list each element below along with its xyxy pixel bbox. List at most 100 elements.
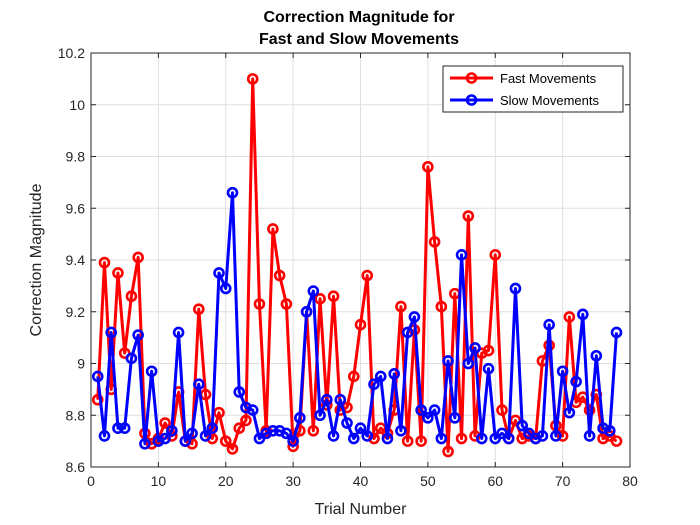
data-point [341, 417, 353, 429]
x-tick-label: 70 [555, 473, 571, 489]
x-tick-label: 0 [87, 473, 95, 489]
data-point [314, 293, 326, 305]
data-point [219, 435, 232, 447]
data-point [226, 443, 239, 455]
data-point [91, 370, 104, 383]
chart-title-line2: Fast and Slow Movements [259, 31, 459, 48]
data-point [415, 404, 427, 416]
data-point [610, 326, 623, 339]
data-point [368, 378, 380, 391]
data-point [300, 305, 313, 318]
data-point [482, 362, 495, 375]
data-point [98, 256, 111, 269]
plot-series [91, 73, 623, 458]
data-point [280, 298, 293, 310]
data-point [213, 406, 225, 419]
data-point [509, 282, 522, 295]
series-slow-movements [91, 186, 623, 450]
data-point [267, 424, 279, 437]
data-point [577, 308, 589, 321]
data-point [139, 437, 151, 450]
data-point [543, 318, 555, 331]
data-point [179, 435, 192, 447]
data-point [462, 210, 475, 222]
legend: Fast Movements Slow Movements [442, 65, 624, 113]
data-point [206, 422, 219, 434]
legend-marker [465, 94, 478, 106]
data-point [334, 393, 347, 406]
y-tick-label: 9.2 [66, 304, 86, 320]
data-point [422, 161, 434, 173]
data-point [428, 236, 441, 248]
data-point [280, 427, 293, 440]
y-tick-label: 9 [77, 356, 85, 372]
x-tick-label: 20 [218, 473, 234, 489]
data-point [583, 430, 596, 442]
data-point [469, 342, 481, 354]
data-point [314, 409, 326, 422]
data-point [455, 432, 468, 445]
data-point [563, 406, 576, 419]
data-point [347, 432, 360, 445]
data-point [226, 186, 239, 199]
data-point [118, 422, 131, 434]
data-point [145, 365, 158, 378]
legend-label: Fast Movements [500, 71, 597, 86]
data-point [172, 326, 185, 339]
data-point [240, 414, 252, 427]
data-point [361, 269, 374, 282]
data-point [112, 422, 124, 434]
data-point [132, 329, 144, 341]
data-point [422, 412, 434, 424]
data-point [193, 378, 205, 391]
data-point [267, 223, 279, 235]
data-point [401, 326, 414, 339]
series-line [96, 191, 619, 446]
data-point [590, 349, 603, 362]
data-point [246, 73, 259, 85]
data-point [563, 311, 576, 323]
data-point [502, 432, 515, 445]
data-point [556, 430, 569, 442]
data-point [550, 430, 562, 442]
chart-title-line1: Correction Magnitude for [263, 9, 454, 26]
data-point [321, 393, 333, 406]
x-tick-label: 50 [420, 473, 436, 489]
y-tick-label: 8.6 [66, 459, 86, 475]
x-axis-label: Trial Number [315, 501, 408, 518]
x-tick-label: 60 [487, 473, 503, 489]
y-tick-label: 9.8 [66, 149, 86, 165]
y-tick-label: 9.4 [66, 252, 86, 268]
data-point [408, 311, 421, 323]
data-point [482, 344, 495, 357]
y-tick-label: 9.6 [66, 200, 86, 216]
data-point [354, 318, 367, 331]
data-point [489, 249, 502, 261]
data-point [428, 404, 441, 416]
data-point [327, 290, 340, 303]
data-point [105, 326, 118, 339]
data-point [603, 424, 616, 437]
y-tick-label: 8.8 [66, 407, 86, 423]
data-point [233, 386, 246, 398]
data-point [199, 430, 212, 442]
data-point [556, 365, 569, 378]
x-tick-label: 10 [151, 473, 167, 489]
data-point [233, 422, 246, 434]
data-point [374, 370, 387, 383]
data-point [475, 432, 488, 445]
data-point [159, 417, 171, 429]
data-point [442, 445, 454, 458]
y-tick-label: 10.2 [58, 45, 85, 61]
legend-label: Slow Movements [500, 93, 599, 108]
data-point [435, 432, 448, 445]
data-point [462, 357, 475, 370]
data-point [253, 298, 266, 310]
data-point [388, 368, 400, 380]
data-point [455, 249, 468, 261]
data-point [98, 430, 111, 442]
data-point [354, 422, 367, 434]
data-point [347, 370, 360, 383]
data-point [186, 427, 198, 440]
